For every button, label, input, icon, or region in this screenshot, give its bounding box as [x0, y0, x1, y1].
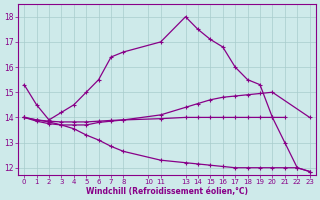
X-axis label: Windchill (Refroidissement éolien,°C): Windchill (Refroidissement éolien,°C) — [86, 187, 248, 196]
